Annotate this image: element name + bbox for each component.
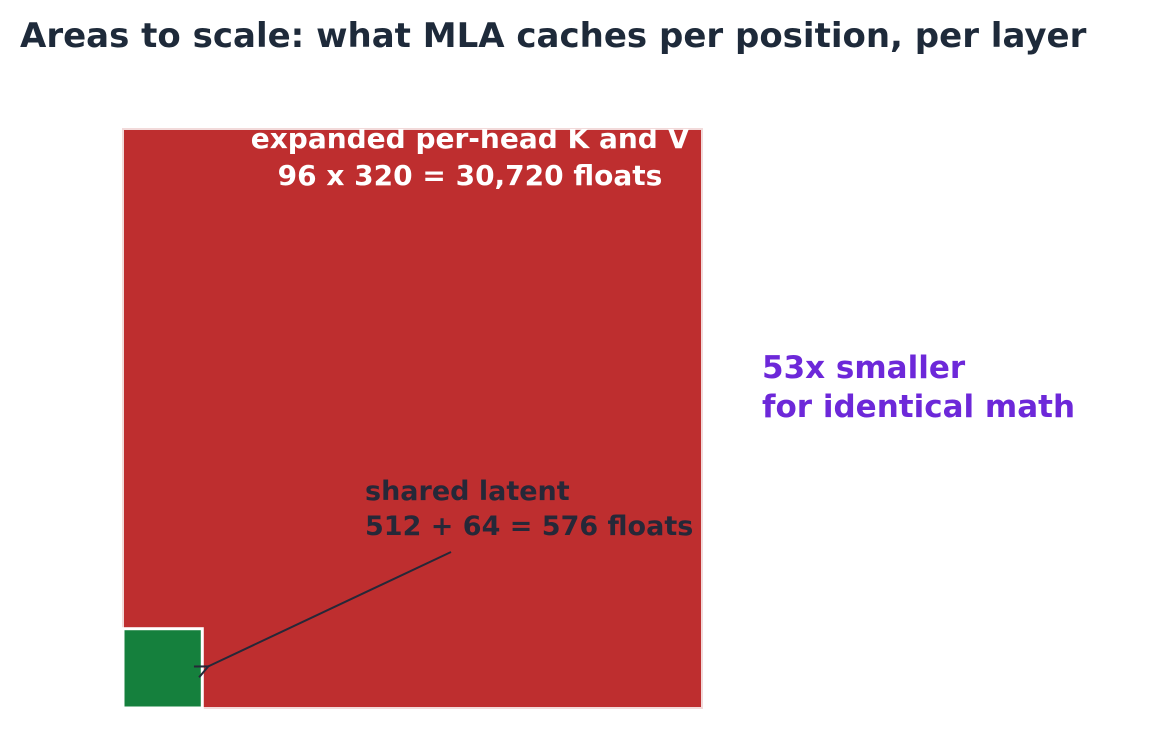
shared-latent-square (121, 627, 204, 710)
ratio-annotation-line1: 53x smaller (762, 350, 966, 386)
chart-title: Areas to scale: what MLA caches per posi… (20, 16, 1087, 56)
latent-arrow (208, 551, 452, 666)
expanded-kv-label: expanded per-head K and V 96 x 320 = 30,… (251, 122, 690, 192)
shared-latent-label-line1: shared latent (365, 476, 570, 507)
ratio-annotation-line2: for identical math (762, 389, 1075, 425)
expanded-kv-square (122, 128, 703, 709)
shared-latent-label-line2: 512 + 64 = 576 floats (365, 511, 693, 542)
expanded-kv-label-line2: 96 x 320 = 30,720 floats (278, 159, 663, 192)
expanded-kv-label-line1: expanded per-head K and V (251, 122, 690, 155)
